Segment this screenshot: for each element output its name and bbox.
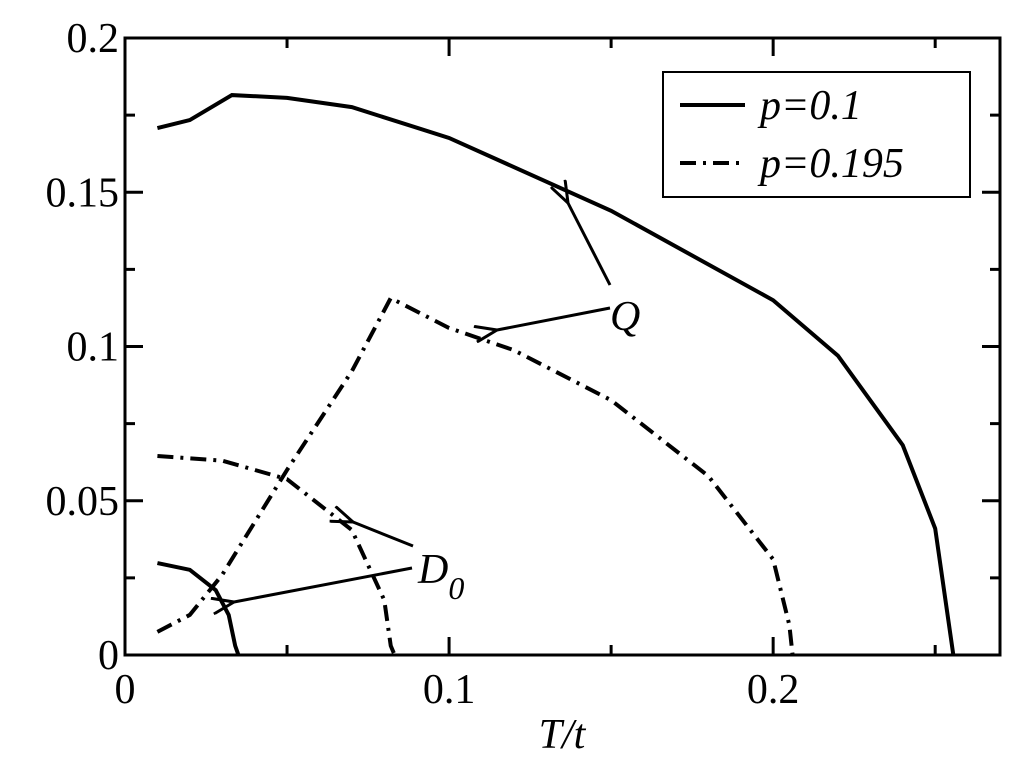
legend-label: p=0.195 [757, 141, 904, 187]
arrow [497, 306, 611, 330]
data-line [156, 561, 241, 656]
legend-box [662, 71, 971, 198]
data-line [157, 454, 397, 656]
arrow [353, 522, 414, 548]
y-tick-label: 0.05 [46, 479, 120, 525]
arrow [568, 203, 612, 286]
annotation-subscript: 0 [448, 570, 464, 606]
x-tick-label: 0.2 [747, 667, 800, 713]
data-line [156, 295, 795, 656]
y-tick-label: 0.1 [67, 325, 120, 371]
annotation: Q [610, 294, 640, 340]
arrow [234, 566, 413, 602]
x-axis-label: T/t [539, 712, 587, 758]
annotation-main: D [417, 547, 448, 593]
y-tick-label: 0 [98, 633, 119, 679]
y-tick-label: 0.2 [67, 16, 120, 62]
legend-label: p=0.1 [757, 83, 862, 129]
y-tick-label: 0.15 [46, 170, 120, 216]
x-tick-label: 0 [115, 667, 136, 713]
data-line [156, 93, 956, 656]
x-tick-label: 0.1 [423, 667, 476, 713]
annotation: D0 [417, 547, 464, 606]
